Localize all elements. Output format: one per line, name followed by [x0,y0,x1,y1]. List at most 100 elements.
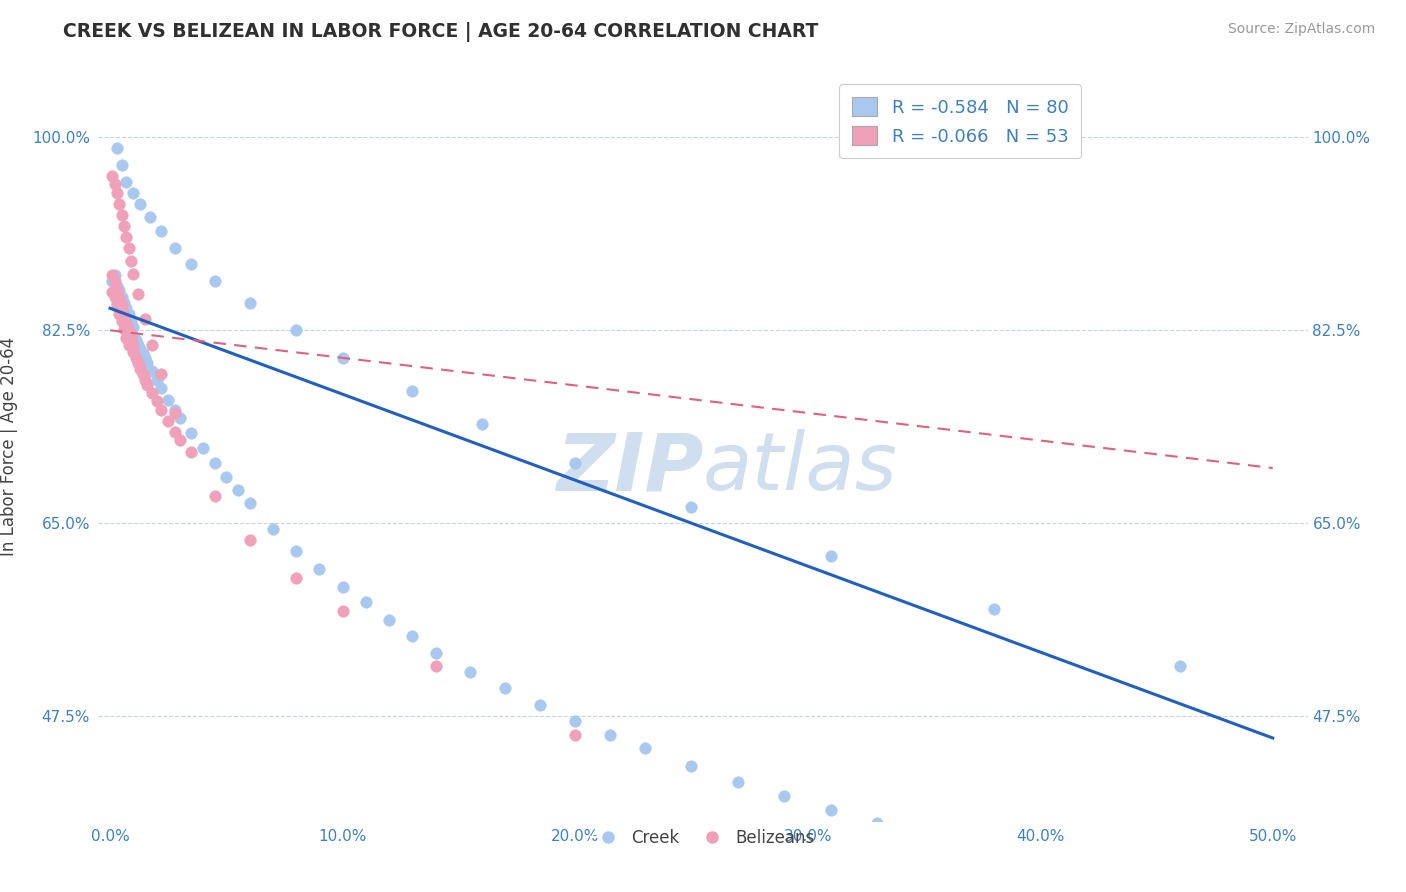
Point [204,489,226,503]
Point [924,830,946,845]
Point [108,301,131,316]
Point [104,290,127,304]
Point [115,331,138,345]
Point [129,342,152,356]
Point [332,351,354,365]
Point [401,628,423,642]
Point [124,351,146,365]
Point [820,803,842,817]
Point [191,441,214,455]
Text: ZIP: ZIP [555,429,703,508]
Point [115,229,138,244]
Point [120,314,142,328]
Point [104,274,127,288]
Point [134,351,156,365]
Point [120,331,142,345]
Y-axis label: In Labor Force | Age 20-64: In Labor Force | Age 20-64 [0,336,18,556]
Legend: Creek, Belizeans: Creek, Belizeans [585,822,821,854]
Point [101,268,124,283]
Point [285,323,308,337]
Point [681,500,703,514]
Point [118,241,141,255]
Point [101,169,124,183]
Point [180,425,202,440]
Point [111,307,134,321]
Point [204,274,226,288]
Point [150,381,173,395]
Point [134,312,156,326]
Point [262,522,284,536]
Point [118,323,141,337]
Point [866,815,889,830]
Point [983,602,1005,616]
Point [112,219,135,233]
Point [120,253,142,268]
Point [136,356,159,370]
Point [111,298,134,312]
Point [138,210,160,224]
Point [157,414,180,428]
Point [118,337,141,351]
Point [127,287,149,301]
Point [165,241,187,255]
Point [773,789,796,804]
Point [131,346,153,360]
Point [564,728,586,742]
Point [308,562,330,576]
Point [104,287,127,301]
Point [108,283,131,297]
Point [105,298,128,312]
Point [122,345,145,359]
Point [564,714,586,729]
Point [112,307,135,321]
Point [127,337,149,351]
Point [112,322,135,336]
Point [1192,888,1215,892]
Point [122,320,145,334]
Point [165,406,187,420]
Point [180,257,202,271]
Text: Source: ZipAtlas.com: Source: ZipAtlas.com [1227,22,1375,37]
Point [105,279,128,293]
Point [111,158,134,172]
Point [115,175,138,189]
Point [285,543,308,558]
Point [141,364,163,378]
Point [127,356,149,370]
Point [239,295,262,310]
Point [239,496,262,510]
Point [1168,659,1191,673]
Point [118,323,141,337]
Point [118,307,141,321]
Point [150,368,173,382]
Point [425,646,447,660]
Point [104,268,127,283]
Point [599,728,621,742]
Point [529,698,551,712]
Point [122,328,145,343]
Point [180,444,202,458]
Point [494,681,516,696]
Point [145,393,167,408]
Point [226,483,249,497]
Point [112,295,135,310]
Point [141,337,163,351]
Point [105,186,128,200]
Point [285,571,308,585]
Point [354,595,377,609]
Text: atlas: atlas [703,429,898,508]
Point [111,290,134,304]
Point [105,295,128,310]
Text: CREEK VS BELIZEAN IN LABOR FORCE | AGE 20-64 CORRELATION CHART: CREEK VS BELIZEAN IN LABOR FORCE | AGE 2… [63,22,818,42]
Point [122,267,145,281]
Point [115,316,138,330]
Point [122,337,145,351]
Point [332,604,354,618]
Point [101,285,124,299]
Point [425,659,447,673]
Point [108,196,131,211]
Point [108,290,131,304]
Point [124,333,146,347]
Point [460,665,482,679]
Point [1052,860,1074,874]
